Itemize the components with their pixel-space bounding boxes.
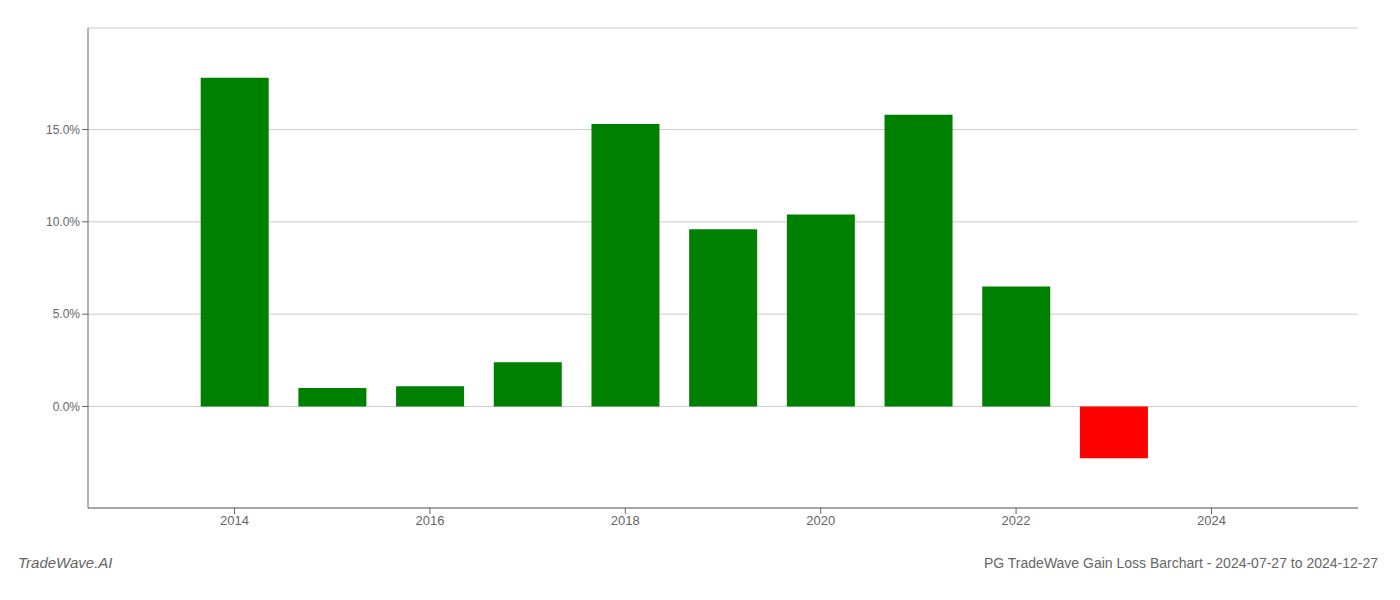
html-text:PG TradeWave Gain Loss Barchar: PG TradeWave Gain Loss Barchart - 2024-0… <box>984 555 1378 571</box>
html-text:TradeWave.AI: TradeWave.AI <box>18 554 113 571</box>
svg-text:2018: 2018 <box>611 513 640 528</box>
svg-text:15.0%: 15.0% <box>46 123 80 137</box>
svg-text:2016: 2016 <box>415 513 444 528</box>
svg-text:0.0%: 0.0% <box>53 400 81 414</box>
svg-text:2024: 2024 <box>1197 513 1226 528</box>
svg-text:10.0%: 10.0% <box>46 215 80 229</box>
svg-text:2020: 2020 <box>806 513 835 528</box>
svg-text:2022: 2022 <box>1002 513 1031 528</box>
svg-text:5.0%: 5.0% <box>53 307 81 321</box>
svg-text:2014: 2014 <box>220 513 249 528</box>
